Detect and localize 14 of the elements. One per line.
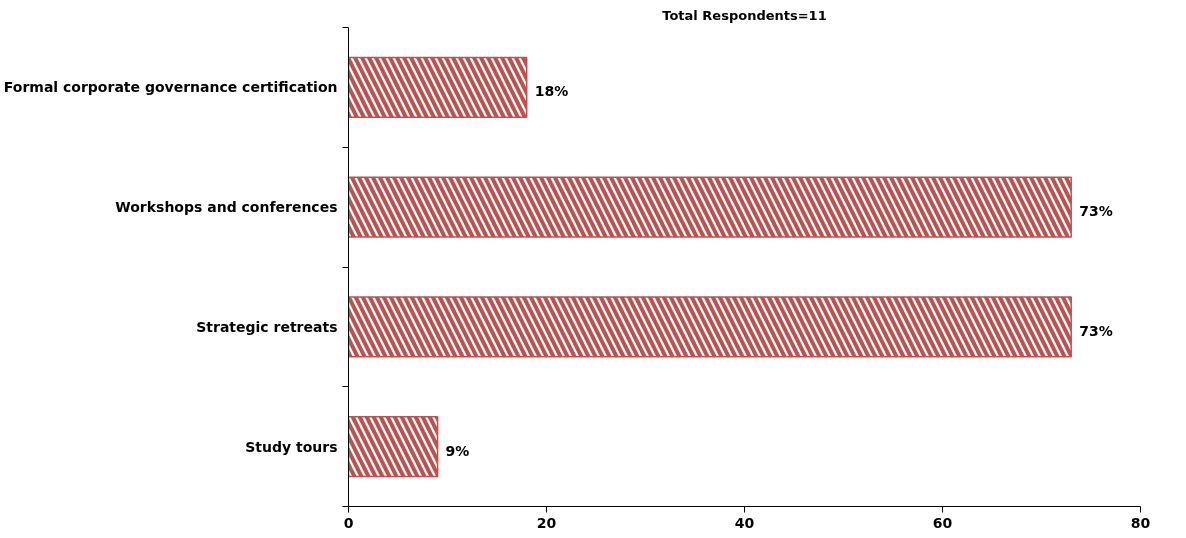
data-label: 9% — [445, 442, 470, 459]
y-tick-label: Study tours — [245, 438, 338, 455]
chart-title: Total Respondents=11 — [662, 7, 827, 23]
x-tick-label: 0 — [343, 514, 354, 531]
data-label: 18% — [534, 83, 569, 100]
data-label: 73% — [1079, 203, 1113, 220]
y-tick-label: Strategic retreats — [196, 318, 338, 335]
y-tick-label: Workshops and conferences — [115, 199, 338, 216]
x-tick-label: 20 — [536, 514, 557, 531]
x-tick-label: 40 — [734, 514, 755, 531]
x-tick-label: 60 — [932, 514, 953, 531]
x-tick-label: 80 — [1130, 514, 1151, 531]
y-tick-label: Formal corporate governance certification — [3, 79, 338, 96]
data-label: 73% — [1079, 322, 1113, 339]
